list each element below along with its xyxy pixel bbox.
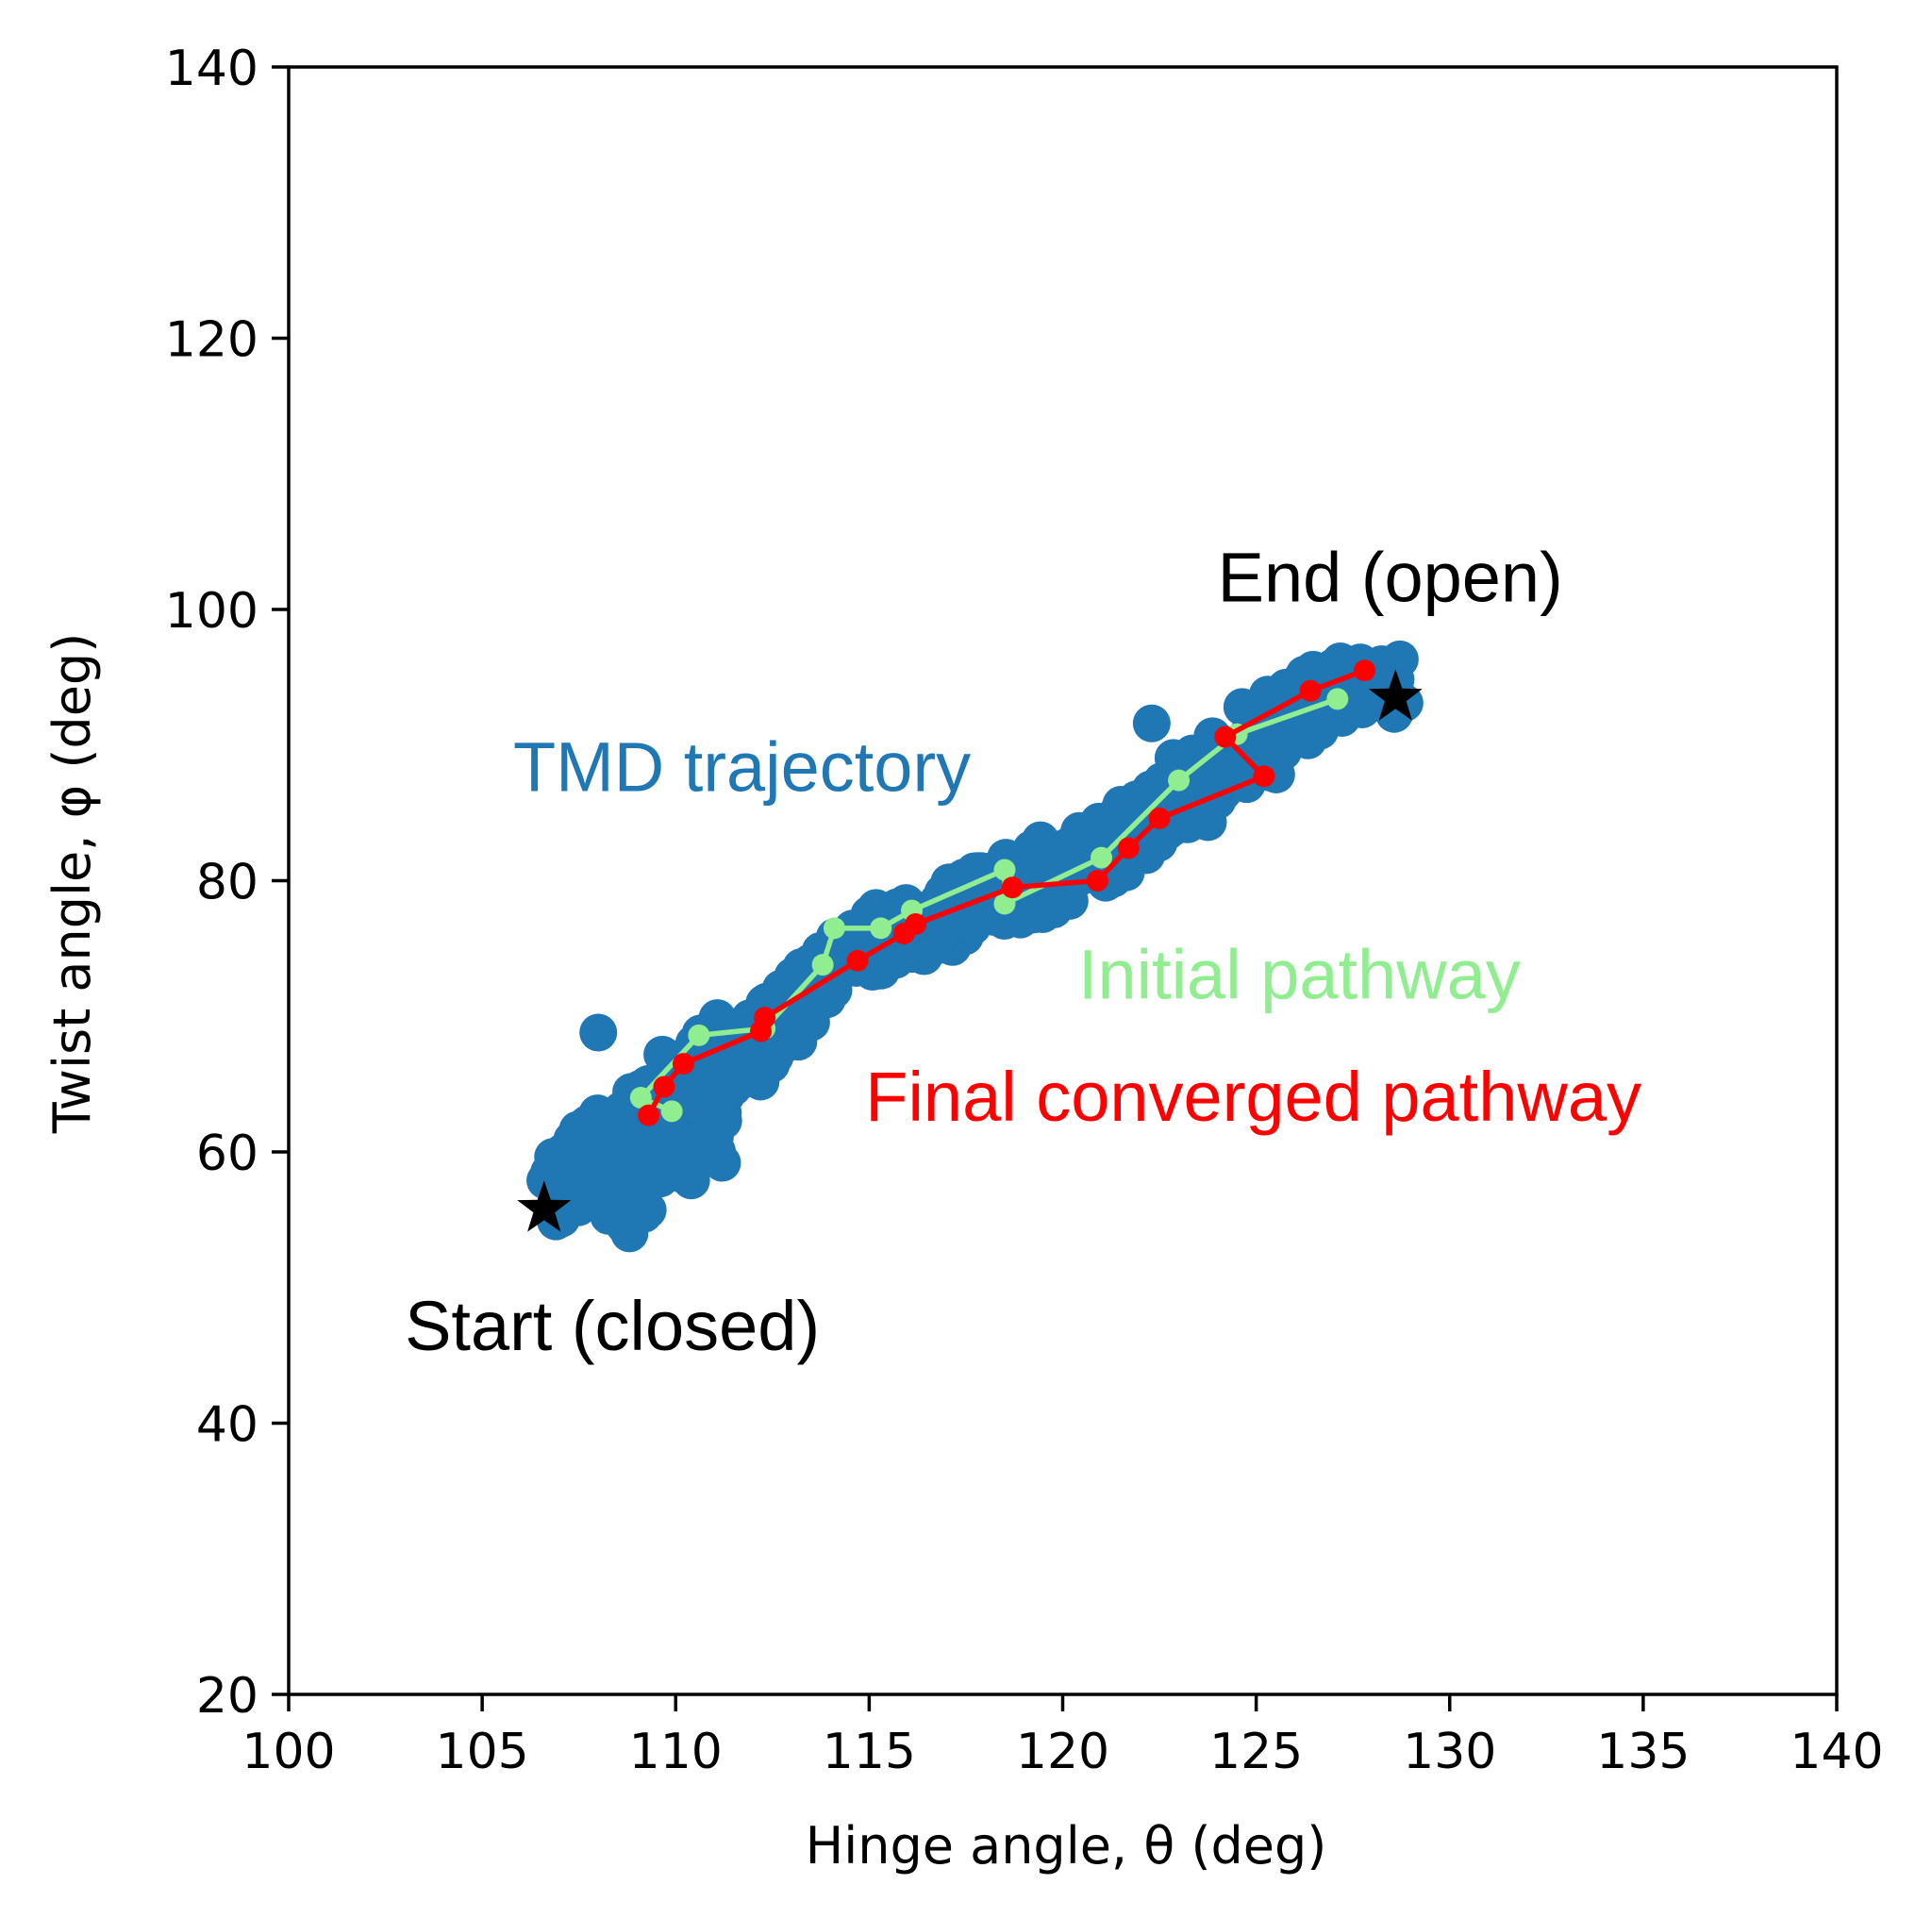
x-tick-label: 120 [1016, 1724, 1109, 1780]
annotation-initial: Initial pathway [1078, 936, 1521, 1014]
trajectory-point [606, 1203, 644, 1242]
initial-pathway-point [688, 1024, 710, 1046]
final-pathway-point [1253, 765, 1275, 788]
x-tick-label: 125 [1209, 1724, 1303, 1780]
trajectory-point [1154, 739, 1192, 777]
y-axis: 20 40 60 80 100 120 140 [165, 41, 289, 1725]
y-tick-label: 100 [165, 583, 258, 640]
x-tick-label: 110 [629, 1724, 723, 1780]
final-pathway-point [846, 949, 869, 972]
final-pathway-point [653, 1076, 675, 1098]
annotation-final: Final converged pathway [865, 1058, 1641, 1136]
initial-pathway-point [993, 859, 1016, 881]
initial-pathway-point [629, 1087, 652, 1109]
trajectory-point [944, 859, 983, 897]
start-star-icon [517, 1180, 572, 1232]
x-axis-title: Hinge angle, θ (deg) [806, 1816, 1327, 1876]
x-axis: 100 105 110 115 120 125 130 135 140 [242, 1694, 1884, 1780]
end-star-icon [1368, 669, 1423, 721]
final-pathway-point [1001, 876, 1024, 899]
initial-pathway-series [629, 688, 1349, 1123]
annotation-start: Start (closed) [405, 1287, 820, 1365]
initial-pathway-line [638, 696, 1339, 1114]
trajectory-point [703, 1143, 741, 1182]
trajectory-point [808, 980, 846, 1019]
x-tick-label: 140 [1790, 1724, 1883, 1780]
initial-pathway-point [811, 954, 834, 976]
final-pathway-line [646, 668, 1366, 1117]
final-pathway-point [1148, 807, 1171, 829]
final-pathway-point [1214, 726, 1237, 748]
initial-pathway-point [1168, 769, 1191, 792]
final-pathway-point [754, 1007, 776, 1029]
initial-pathway-point [823, 917, 845, 940]
initial-pathway-point [1326, 688, 1349, 710]
y-tick-label: 80 [196, 855, 258, 911]
x-tick-label: 135 [1596, 1724, 1690, 1780]
y-tick-label: 40 [196, 1397, 258, 1454]
annotation-end: End (open) [1218, 538, 1563, 616]
initial-pathway-point [870, 917, 892, 940]
trajectory-point [1102, 785, 1141, 824]
annotation-tmd: TMD trajectory [513, 728, 971, 807]
final-pathway-point [672, 1053, 694, 1076]
y-tick-label: 60 [196, 1126, 258, 1182]
x-tick-label: 130 [1403, 1724, 1496, 1780]
x-tick-label: 105 [435, 1724, 528, 1780]
final-pathway-series [638, 659, 1375, 1126]
x-tick-label: 115 [823, 1724, 916, 1780]
initial-pathway-point [660, 1100, 683, 1123]
final-pathway-point [1117, 837, 1140, 859]
trajectory-point [608, 1176, 647, 1214]
y-tick-label: 140 [165, 41, 258, 97]
trajectory-point [579, 1013, 618, 1052]
trajectory-point [1132, 704, 1171, 742]
x-tick-label: 100 [242, 1724, 335, 1780]
y-axis-title: Twist angle, φ (deg) [42, 633, 102, 1135]
y-tick-label: 120 [165, 312, 258, 369]
trajectory-point [574, 1178, 612, 1217]
final-pathway-point [905, 913, 927, 935]
final-pathway-point [638, 1104, 660, 1126]
trajectory-point [948, 903, 987, 942]
trajectory-point [756, 1037, 794, 1076]
initial-pathway-point [1091, 846, 1113, 869]
final-pathway-point [1299, 679, 1322, 702]
trajectory-point [553, 1121, 591, 1159]
final-pathway-point [1086, 870, 1108, 892]
markers [517, 669, 1423, 1232]
initial-pathway-point [993, 892, 1016, 915]
final-pathway-point [1353, 659, 1375, 682]
trajectory-point [672, 1161, 710, 1200]
annotations: TMD trajectory Initial pathway Final conve… [405, 538, 1641, 1365]
trajectory-point [1063, 815, 1102, 854]
y-tick-label: 20 [196, 1668, 258, 1725]
